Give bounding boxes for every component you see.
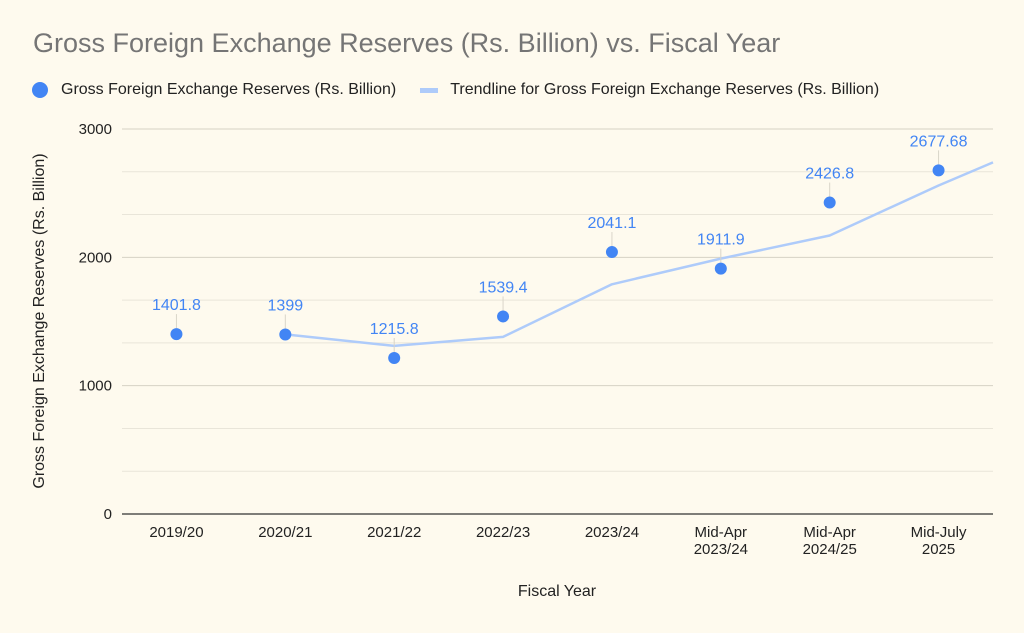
data-label: 1215.8 [370,321,419,338]
x-tick-label: 2020/21 [258,524,312,541]
x-tick-label: 2023/24 [694,541,748,558]
data-point [823,196,836,209]
trendline [285,161,994,348]
data-label: 1399 [268,297,304,314]
data-point [170,328,183,341]
y-tick-label: 3000 [79,121,112,138]
x-tick-label: Mid-Apr [695,524,748,541]
data-label: 1911.9 [697,232,745,249]
data-point [714,262,727,275]
x-tick-label: Mid-Apr [803,524,856,541]
data-label: 2041.1 [587,215,636,232]
data-label: 2677.68 [910,133,968,150]
y-tick-label: 2000 [79,249,112,266]
data-point [388,351,401,364]
data-point [932,164,945,177]
chart-title: Gross Foreign Exchange Reserves (Rs. Bil… [33,28,781,58]
x-tick-label: 2024/25 [803,541,857,558]
legend: Gross Foreign Exchange Reserves (Rs. Bil… [32,79,879,101]
data-label: 2426.8 [805,166,854,183]
x-tick-label: 2023/24 [585,524,639,541]
x-tick-label: 2019/20 [149,524,203,541]
x-tick-label: 2025 [922,541,955,558]
x-axis-title: Fiscal Year [517,583,597,600]
data-point [497,310,510,323]
legend-dot-icon [32,82,48,98]
x-tick-label: 2021/22 [367,524,421,541]
data-label: 1539.4 [479,279,528,296]
x-tick-label: Mid-July [911,524,967,541]
y-tick-label: 0 [104,506,112,523]
y-axis-title: Gross Foreign Exchange Reserves (Rs. Bil… [31,153,48,489]
legend-label-trendline[interactable]: Trendline for Gross Foreign Exchange Res… [450,81,880,98]
x-tick-label: 2022/23 [476,524,530,541]
data-point [279,328,292,341]
data-point [605,246,618,259]
y-tick-label: 1000 [79,378,112,395]
data-label: 1401.8 [152,297,201,314]
legend-line-icon [420,87,439,93]
legend-label-series[interactable]: Gross Foreign Exchange Reserves (Rs. Bil… [61,81,397,98]
